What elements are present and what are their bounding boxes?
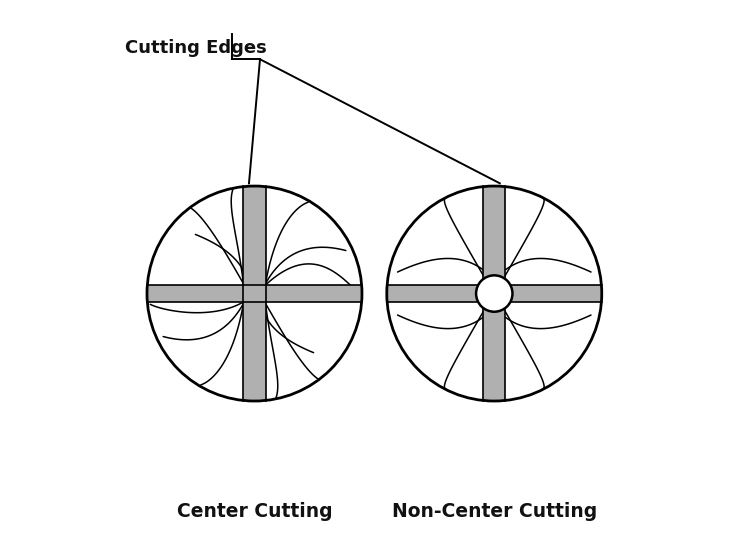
Bar (243, 186, 266, 401)
Text: Center Cutting: Center Cutting (177, 502, 332, 521)
Circle shape (476, 275, 513, 312)
Text: Non-Center Cutting: Non-Center Cutting (392, 502, 597, 521)
Bar (386, 285, 602, 302)
Bar (483, 186, 505, 401)
Text: Cutting Edges: Cutting Edges (125, 39, 267, 57)
Bar (147, 285, 362, 302)
